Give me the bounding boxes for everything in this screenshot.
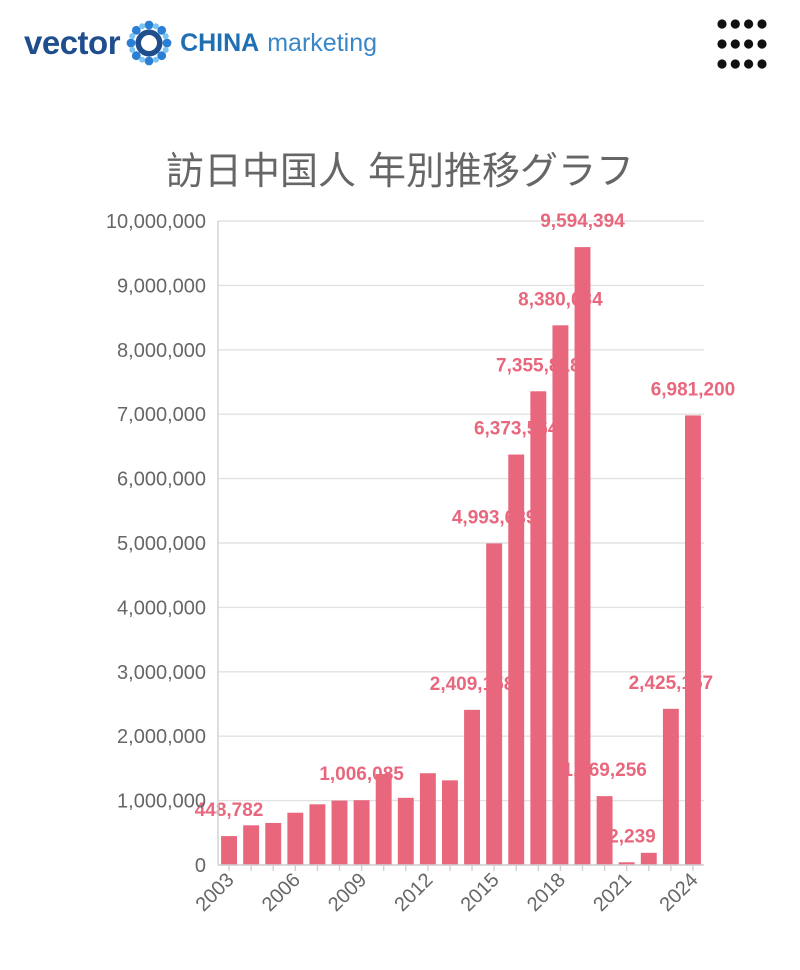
data-label-2024: 6,981,200 — [651, 379, 736, 400]
y-tick-label: 7,000,000 — [117, 404, 206, 426]
y-tick-label: 1,000,000 — [117, 791, 206, 813]
bar-2003[interactable] — [221, 836, 237, 865]
y-tick-label: 5,000,000 — [117, 533, 206, 555]
data-label-2015: 4,993,689 — [452, 507, 537, 528]
data-label-2017: 7,355,818 — [496, 355, 581, 376]
bar-2013[interactable] — [442, 780, 458, 865]
bar-2007[interactable] — [309, 804, 326, 865]
bar-2006[interactable] — [287, 812, 304, 865]
menu-button[interactable] — [712, 14, 772, 74]
bar-2015[interactable] — [486, 543, 503, 865]
y-tick-label: 2,000,000 — [117, 726, 206, 748]
bar-2020[interactable] — [596, 796, 613, 865]
bar-chart: 448,782 1,006,085 2,409,158 4,993,689 6,373,… — [106, 211, 736, 916]
bar-2019[interactable] — [574, 247, 591, 865]
bar-2016[interactable] — [508, 454, 525, 865]
grid-dots-icon — [717, 19, 767, 69]
bar-2021[interactable] — [618, 862, 635, 865]
data-label-2009: 1,006,085 — [319, 764, 404, 785]
y-tick-label: 4,000,000 — [117, 597, 206, 619]
data-label-2016: 6,373,564 — [474, 419, 559, 440]
logo-wordmark-marketing: marketing — [267, 28, 377, 57]
bar-2009[interactable] — [353, 800, 370, 865]
x-tick-label: 2024 — [655, 869, 702, 916]
x-tick-label: 2015 — [457, 869, 504, 916]
data-label-2019: 9,594,394 — [540, 211, 625, 232]
site-logo[interactable]: vector — [24, 16, 377, 70]
y-tick-label: 6,000,000 — [117, 469, 206, 491]
bar-2023[interactable] — [662, 708, 679, 865]
bar-2024[interactable] — [685, 415, 701, 865]
bar-2011[interactable] — [397, 797, 414, 865]
x-tick-label: 2009 — [324, 869, 371, 916]
bar-2017[interactable] — [530, 391, 547, 865]
bar-2014[interactable] — [464, 709, 480, 865]
chart-title: 訪日中国人 年別推移グラフ — [165, 149, 635, 193]
y-tick-label: 0 — [195, 855, 206, 877]
bar-2012[interactable] — [419, 773, 436, 865]
data-label-2014: 2,409,158 — [430, 674, 515, 695]
data-label-2020: 1,069,256 — [562, 760, 647, 781]
y-tick-label: 3,000,000 — [117, 662, 206, 684]
x-tick-label: 2006 — [258, 869, 305, 916]
data-label-2021: 42,239 — [598, 826, 656, 847]
logo-wordmark-vector: vector — [24, 24, 121, 61]
bar-2010[interactable] — [375, 774, 392, 865]
data-label-2003: 448,782 — [195, 800, 264, 821]
bar-2022[interactable] — [640, 852, 657, 865]
y-tick-label: 8,000,000 — [117, 340, 206, 362]
x-tick-label: 2012 — [390, 869, 437, 916]
x-tick-label: 2018 — [523, 869, 570, 916]
data-label-2018: 8,380,034 — [518, 289, 603, 310]
bar-2005[interactable] — [265, 822, 282, 865]
site-header: vector — [0, 0, 800, 90]
y-tick-label: 9,000,000 — [117, 275, 206, 297]
chart-container: 訪日中国人 年別推移グラフ 448,782 1,006,085 2,409,158 4… — [0, 120, 800, 970]
bar-2008[interactable] — [331, 800, 348, 865]
x-tick-label: 2021 — [589, 869, 636, 916]
bar-2004[interactable] — [243, 825, 260, 865]
logo-wordmark-china: CHINA — [180, 28, 260, 57]
bar-2018[interactable] — [552, 325, 569, 865]
y-tick-label: 10,000,000 — [106, 211, 206, 233]
data-label-2023: 2,425,157 — [629, 673, 714, 694]
gear-logo-icon — [126, 20, 172, 66]
